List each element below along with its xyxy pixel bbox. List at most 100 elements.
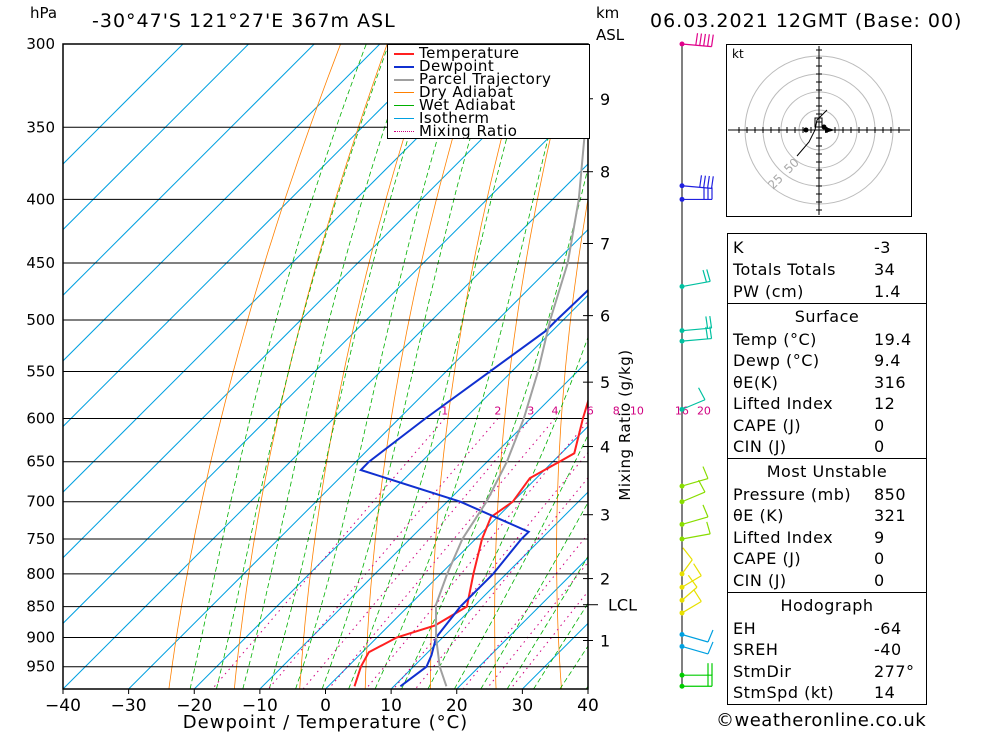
pressure-tick-label: 950: [26, 658, 55, 676]
wind-barb-feather: [705, 326, 709, 339]
wind-barb: [679, 641, 714, 655]
mixing-ratio-value-label: 3: [527, 404, 534, 417]
chart-legend: Temperature Dewpoint Parcel Trajectory D…: [387, 44, 590, 140]
panel-divider: [728, 592, 926, 593]
index-label: SREH: [733, 640, 779, 659]
mixing-ratio-value-label: 20: [697, 404, 711, 417]
wind-barb: [679, 269, 711, 290]
isotherm-line: [193, 294, 588, 689]
wind-barb-feather: [707, 34, 710, 47]
wet-adiabat-line: [374, 44, 574, 689]
hodograph-mean-dot: [803, 127, 809, 133]
wind-barb: [679, 629, 714, 643]
isotherm-line: [63, 44, 315, 296]
index-label: K: [733, 238, 744, 257]
dry-adiabat-line: [556, 196, 588, 689]
legend-label-isotherm: Isotherm: [419, 109, 490, 127]
index-label: Totals Totals: [733, 260, 836, 279]
legend-label-temperature: Temperature: [419, 44, 520, 62]
lcl-label: LCL: [608, 596, 637, 615]
wind-barb: [679, 466, 709, 489]
legend-label-dewpoint: Dewpoint: [419, 57, 495, 75]
index-row-pw: PW (cm) 1.4: [728, 281, 926, 303]
isotherm-line: [259, 360, 588, 689]
x-tick-label: 0: [320, 696, 331, 716]
pressure-tick-label: 800: [26, 565, 55, 583]
index-label: CAPE (J): [733, 416, 802, 435]
x-tick-label: 40: [577, 696, 599, 716]
pressure-tick-label: 550: [26, 362, 55, 380]
isotherm-line: [63, 44, 184, 165]
x-tick-label: −20: [176, 696, 212, 716]
isotherm-line: [456, 557, 588, 689]
wind-barb-shaft: [681, 516, 709, 525]
index-label: StmDir: [733, 662, 792, 681]
mixing-ratio-line: [393, 451, 588, 689]
wind-barb: [679, 589, 702, 616]
wind-barb-feather: [699, 175, 703, 188]
hodo-row-stmdir: StmDir 277°: [728, 661, 926, 683]
wind-barb: [679, 674, 713, 689]
wind-barb-feather: [707, 175, 710, 189]
pressure-tick-label: 300: [26, 35, 55, 53]
legend-item-isotherm: Isotherm: [388, 109, 588, 127]
wind-barb-feather: [699, 33, 703, 46]
isotherm-line: [63, 44, 578, 559]
index-value: 19.4: [874, 330, 912, 349]
mixing-ratio-value-label: 25: [719, 404, 720, 417]
dry-adiabat-line: [299, 44, 435, 689]
wind-barb-shaft: [681, 575, 702, 588]
mixing-ratio-value-label: 1: [441, 404, 448, 417]
surface-row-cin: CIN (J) 0: [728, 436, 926, 458]
copyright-link[interactable]: ©weatheronline.co.uk: [716, 710, 927, 731]
mixing-ratio-value-label: 6: [587, 404, 594, 417]
wind-barb-feather: [707, 629, 714, 643]
mu-row-theta-e: θE (K) 321: [728, 505, 926, 527]
mixing-ratio-value-label: 10: [630, 404, 644, 417]
wet-adiabat-line: [585, 685, 588, 689]
wet-adiabat-line: [348, 44, 533, 689]
wind-barb: [679, 326, 713, 344]
wet-adiabat-line: [189, 44, 367, 689]
wind-barb-shaft: [681, 43, 712, 48]
km-tick-label: 2: [600, 570, 610, 589]
index-value: 9: [874, 528, 885, 547]
panel-divider: [728, 303, 926, 304]
isotherm-line: [63, 97, 588, 625]
wet-adiabat-line: [268, 44, 439, 689]
pressure-tick-label: 500: [26, 311, 55, 329]
legend-label-wet-adiabat: Wet Adiabat: [419, 96, 516, 114]
pressure-tick-label: 850: [26, 598, 55, 616]
wind-barb-feather: [706, 521, 711, 535]
mixing-ratio-line: [302, 418, 532, 689]
index-value: 9.4: [874, 351, 901, 370]
surface-row-temp: Temp (°C) 19.4: [728, 329, 926, 351]
wind-barb-feather: [707, 641, 714, 655]
surface-row-lifted-index: Lifted Index 12: [728, 393, 926, 415]
asl-unit-label: ASL: [596, 26, 625, 44]
isotherm-line: [63, 44, 512, 493]
pressure-tick-label: 900: [26, 629, 55, 647]
isotherm-line: [390, 491, 588, 689]
isotherm-line: [325, 425, 588, 689]
wind-barb: [679, 547, 693, 577]
mixing-ratio-axis-title: Mixing Ratio (g/kg): [616, 349, 634, 500]
mu-row-lifted-index: Lifted Index 9: [728, 527, 926, 549]
index-value: -40: [874, 640, 902, 659]
wind-barb-shaft: [681, 491, 706, 503]
skew-t-chart: 3003504004505005506006507007508008509009…: [26, 33, 720, 733]
wind-barb-shaft: [681, 533, 711, 540]
wind-barb: [679, 663, 713, 678]
index-label: StmSpd (kt): [733, 683, 835, 702]
wind-barb-shaft: [681, 185, 712, 189]
wind-barb-shaft: [681, 633, 709, 643]
wind-barb-feather: [693, 563, 702, 577]
wind-barb-feather: [703, 33, 706, 46]
surface-row-cape: CAPE (J) 0: [728, 415, 926, 437]
dry-adiabat-line: [364, 44, 481, 689]
wind-barb-feather: [710, 34, 714, 47]
location-title: -30°47'S 121°27'E 367m ASL: [92, 10, 396, 32]
index-label: Temp (°C): [733, 330, 817, 349]
index-label: CAPE (J): [733, 549, 802, 568]
dry-adiabat-line: [233, 44, 388, 689]
